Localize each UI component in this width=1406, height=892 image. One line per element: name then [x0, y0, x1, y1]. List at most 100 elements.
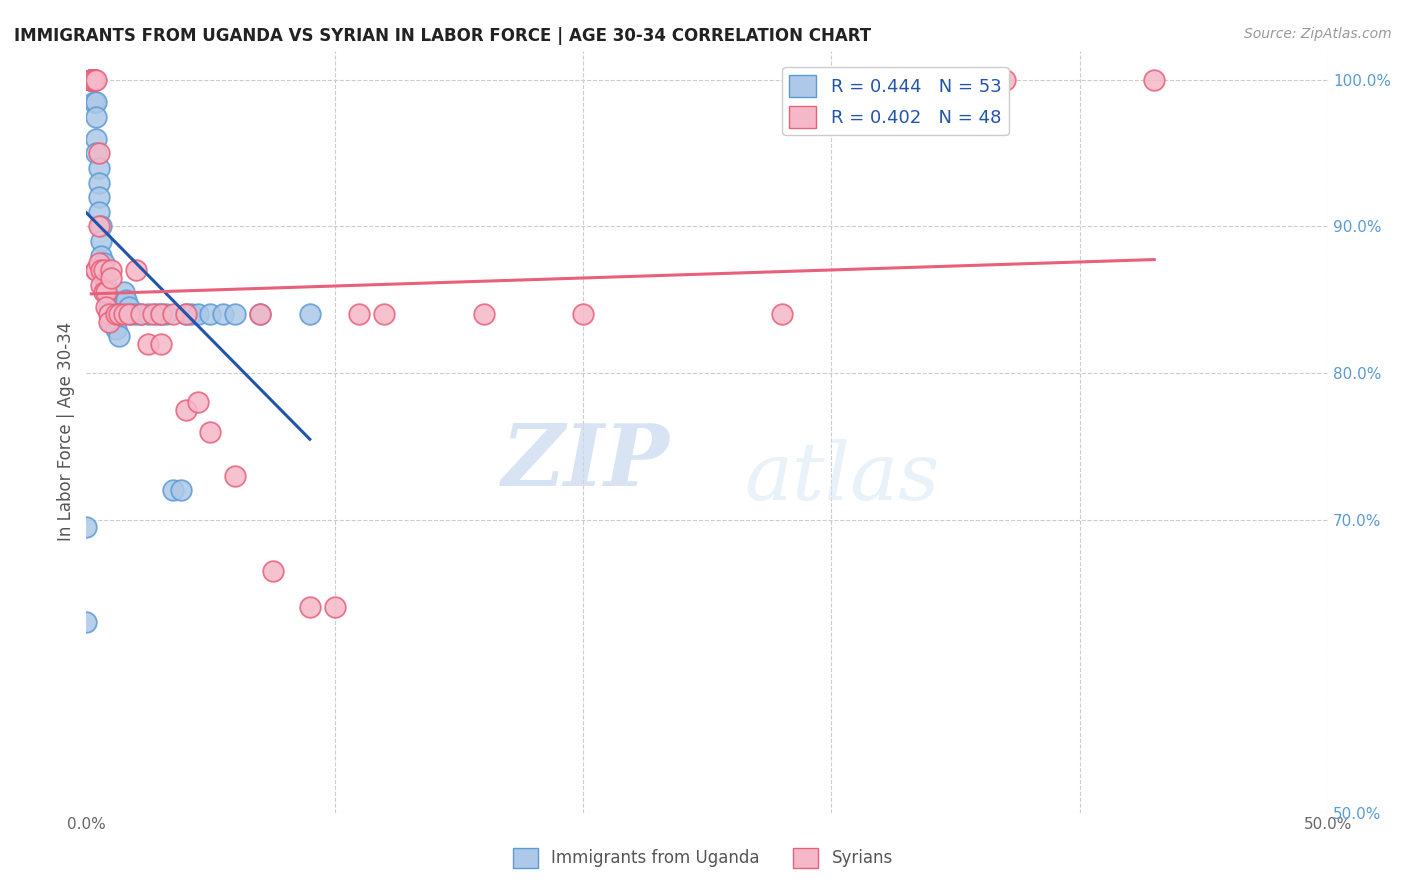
Point	[100, 263, 122, 277]
Point	[298, 307, 321, 321]
Point	[107, 329, 129, 343]
Point	[174, 307, 197, 321]
Point	[149, 307, 172, 321]
Point	[83, 73, 105, 87]
Point	[90, 234, 112, 248]
Point	[115, 293, 138, 307]
Point	[149, 307, 172, 321]
Point	[87, 161, 110, 175]
Point	[87, 256, 110, 270]
Point	[83, 73, 105, 87]
Point	[138, 307, 160, 321]
Point	[80, 73, 103, 87]
Point	[142, 307, 165, 321]
Point	[80, 73, 103, 87]
Point	[97, 307, 120, 321]
Legend: R = 0.444   N = 53, R = 0.402   N = 48: R = 0.444 N = 53, R = 0.402 N = 48	[782, 67, 1008, 135]
Point	[105, 322, 128, 336]
Legend: Immigrants from Uganda, Syrians: Immigrants from Uganda, Syrians	[506, 841, 900, 875]
Point	[80, 73, 103, 87]
Point	[97, 315, 120, 329]
Point	[117, 300, 139, 314]
Point	[84, 263, 107, 277]
Point	[87, 146, 110, 161]
Point	[83, 73, 105, 87]
Point	[90, 219, 112, 234]
Point	[224, 307, 246, 321]
Point	[125, 307, 148, 321]
Point	[96, 278, 118, 293]
Point	[84, 146, 107, 161]
Point	[298, 600, 321, 615]
Point	[149, 336, 172, 351]
Point	[80, 73, 103, 87]
Point	[129, 307, 152, 321]
Text: Source: ZipAtlas.com: Source: ZipAtlas.com	[1244, 27, 1392, 41]
Point	[80, 73, 103, 87]
Point	[155, 307, 177, 321]
Point	[472, 307, 495, 321]
Point	[162, 307, 184, 321]
Point	[100, 315, 122, 329]
Point	[90, 263, 112, 277]
Point	[93, 263, 115, 277]
Text: IMMIGRANTS FROM UGANDA VS SYRIAN IN LABOR FORCE | AGE 30-34 CORRELATION CHART: IMMIGRANTS FROM UGANDA VS SYRIAN IN LABO…	[14, 27, 872, 45]
Point	[97, 293, 120, 307]
Point	[373, 307, 395, 321]
Point	[120, 307, 142, 321]
Text: atlas: atlas	[744, 439, 939, 516]
Point	[187, 395, 209, 409]
Point	[90, 278, 112, 293]
Text: ZIP: ZIP	[502, 420, 671, 504]
Point	[80, 73, 103, 87]
Point	[87, 190, 110, 204]
Point	[1143, 73, 1166, 87]
Point	[84, 110, 107, 124]
Point	[105, 307, 128, 321]
Point	[572, 307, 595, 321]
Point	[100, 270, 122, 285]
Point	[84, 95, 107, 109]
Point	[112, 307, 135, 321]
Point	[96, 285, 118, 300]
Point	[87, 204, 110, 219]
Point	[994, 73, 1017, 87]
Point	[87, 176, 110, 190]
Point	[100, 307, 122, 321]
Point	[96, 285, 118, 300]
Point	[83, 73, 105, 87]
Point	[125, 263, 148, 277]
Point	[83, 95, 105, 109]
Point	[200, 307, 222, 321]
Point	[212, 307, 235, 321]
Point	[224, 468, 246, 483]
Point	[83, 73, 105, 87]
Point	[97, 300, 120, 314]
Point	[80, 73, 103, 87]
Point	[249, 307, 271, 321]
Point	[83, 73, 105, 87]
Point	[349, 307, 371, 321]
Point	[93, 285, 115, 300]
Point	[93, 256, 115, 270]
Point	[84, 131, 107, 145]
Point	[170, 483, 193, 498]
Point	[145, 307, 167, 321]
Point	[83, 73, 105, 87]
Point	[75, 520, 97, 534]
Point	[323, 600, 346, 615]
Point	[180, 307, 202, 321]
Point	[174, 307, 197, 321]
Point	[117, 307, 139, 321]
Point	[96, 300, 118, 314]
Y-axis label: In Labor Force | Age 30-34: In Labor Force | Age 30-34	[58, 322, 75, 541]
Point	[200, 425, 222, 439]
Point	[84, 263, 107, 277]
Point	[262, 564, 284, 578]
Point	[138, 336, 160, 351]
Point	[107, 307, 129, 321]
Point	[187, 307, 209, 321]
Point	[249, 307, 271, 321]
Point	[87, 219, 110, 234]
Point	[93, 270, 115, 285]
